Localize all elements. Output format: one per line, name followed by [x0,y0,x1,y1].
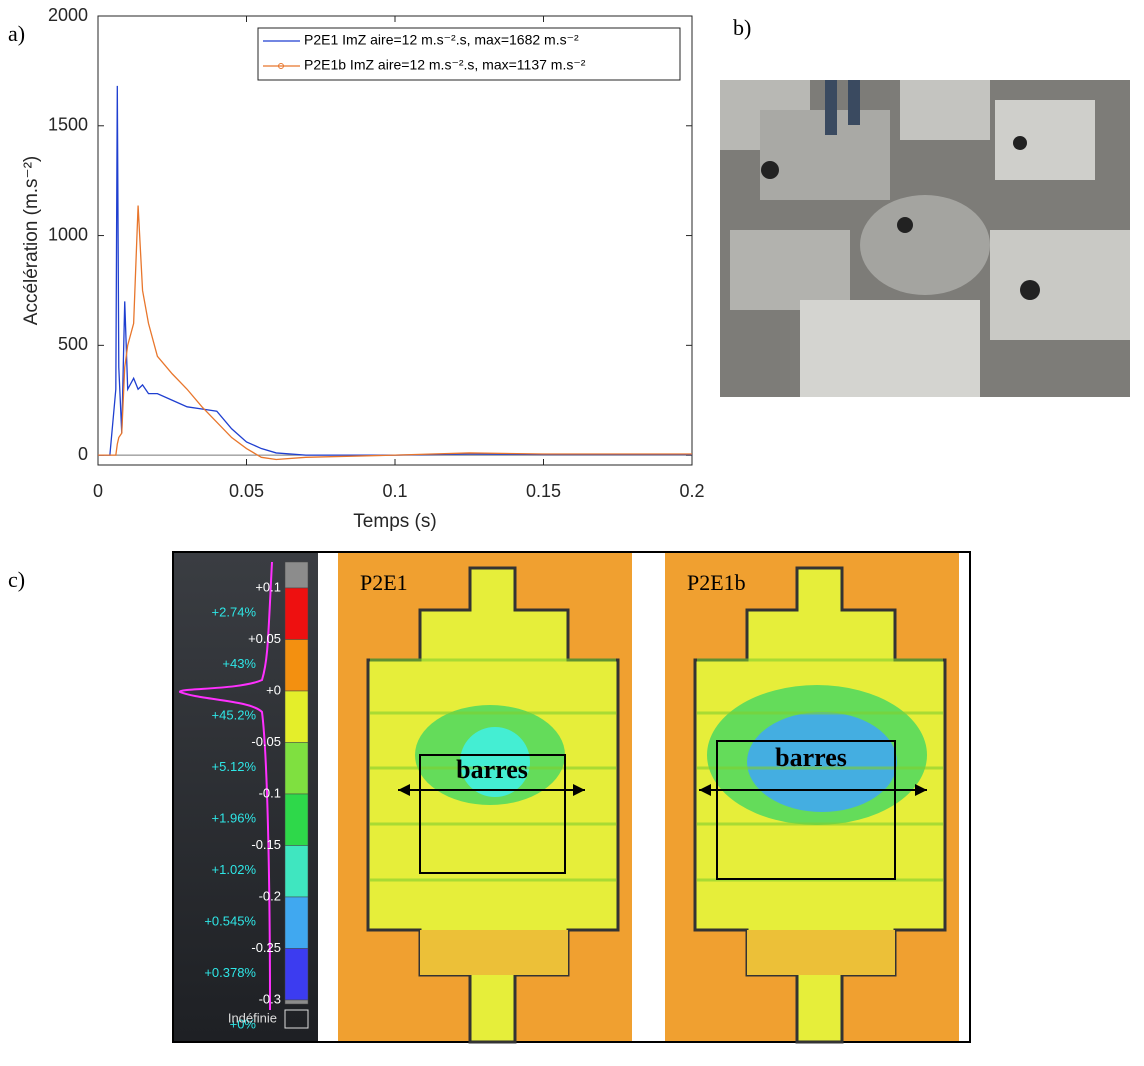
y-tick-label: 0 [78,444,88,464]
colormap-tick-label: +0.05 [248,631,281,646]
plot-area [97,15,693,466]
color-band [284,587,309,640]
panel-label: c) [8,567,25,592]
legend-marker [278,63,284,69]
colormap-percentage: +5.12% [212,759,257,774]
series-line [98,205,692,461]
map-lower [420,930,568,975]
map-title: P2E1 [360,570,408,595]
colormap-percentage: +43% [222,656,256,671]
photo [720,80,1130,397]
x-tick-label: 0 [93,481,103,501]
panel-label: b) [733,15,751,40]
color-band [284,948,309,1001]
colormap-tick-label: -0.05 [251,734,281,749]
colormap-tick-label: -0.3 [259,991,281,1006]
x-tick-label: 0.2 [679,481,704,501]
map-title: P2E1b [687,570,746,595]
color-band [284,896,309,949]
x-tick-label: 0.15 [526,481,561,501]
deformation-map: P2E1 barres [338,553,632,1044]
legend-label: P2E1b ImZ aire=12 m.s⁻².s, max=1137 m.s⁻… [304,57,586,73]
y-axis-label: Accélération (m.s⁻²) [21,156,42,325]
undefined-label: Indéfinie [228,1010,277,1025]
color-band [284,742,309,795]
colormap-tick-label: -0.2 [259,888,281,903]
map-lower [747,930,895,975]
color-band [284,639,309,692]
x-tick-label: 0.1 [382,481,407,501]
colormap-tick-label: -0.25 [251,940,281,955]
color-band [284,845,309,898]
annotation-label: barres [456,755,528,784]
colormap-percentage: +0.378% [204,965,256,980]
undefined-swatch [284,1009,309,1029]
colormap-tick-label: +0.1 [255,579,281,594]
map-zone [460,727,530,797]
arrow-head [398,784,410,796]
y-tick-label: 1000 [48,224,88,244]
arrow-head [699,784,711,796]
colormap-percentage: +2.74% [212,604,257,619]
colormap-tick-label: +0 [266,682,281,697]
color-band [284,561,309,589]
panel-label: a) [8,21,25,46]
annotation-box [419,754,566,874]
arrow-head [915,784,927,796]
colormap-percentage: +1.96% [212,810,257,825]
annotation-box [716,740,896,880]
colormap-percentage: +0.545% [204,913,256,928]
y-tick-label: 500 [58,334,88,354]
colormap-percentage: +45.2% [212,707,257,722]
panel-gap [632,553,665,1041]
colormap-tick-label: -0.1 [259,785,281,800]
series-line [98,85,692,456]
annotation-label: barres [775,743,847,772]
legend-label: P2E1 ImZ aire=12 m.s⁻².s, max=1682 m.s⁻² [304,32,579,48]
x-tick-label: 0.05 [229,481,264,501]
color-band [284,999,309,1005]
map-zone [747,712,897,812]
colormap-percentage: +0% [230,1016,257,1031]
legend: P2E1 ImZ aire=12 m.s⁻².s, max=1682 m.s⁻²… [257,27,681,81]
colormap-tick-label: -0.15 [251,837,281,852]
arrow-head [573,784,585,796]
y-tick-label: 1500 [48,115,88,135]
y-tick-label: 2000 [48,5,88,25]
legend-box [257,27,681,81]
distribution-curve [178,561,273,1011]
x-axis-label: Temps (s) [353,511,436,532]
color-band [284,690,309,743]
deformation-map: P2E1b barres [665,553,959,1044]
colormap-percentage: +1.02% [212,862,257,877]
color-band [284,793,309,846]
